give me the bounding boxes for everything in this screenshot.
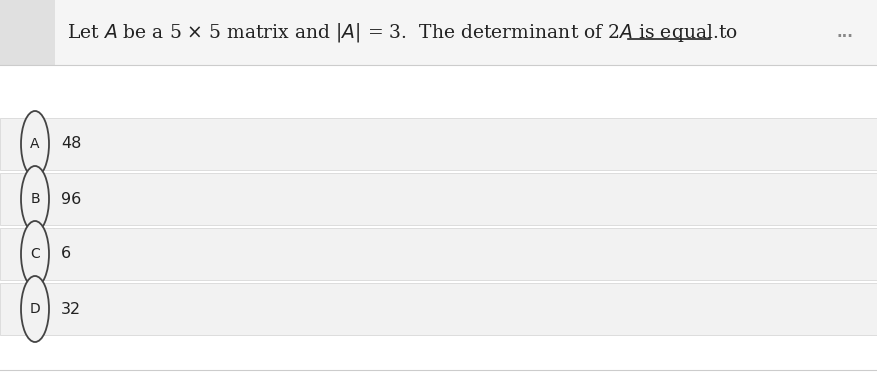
FancyBboxPatch shape [0,118,877,170]
Ellipse shape [21,166,49,232]
Text: A: A [30,137,39,151]
FancyBboxPatch shape [0,283,877,335]
Text: D: D [30,302,40,316]
Text: 48: 48 [61,137,82,151]
Text: 6: 6 [61,247,71,262]
Text: Let $\mathit{A}$ be a 5 $\times$ 5 matrix and $|\mathit{A}|$ = 3.  The determina: Let $\mathit{A}$ be a 5 $\times$ 5 matri… [67,21,738,44]
Text: B: B [30,192,39,206]
Text: C: C [30,247,39,261]
FancyBboxPatch shape [0,0,55,65]
Text: 96: 96 [61,192,82,206]
Ellipse shape [21,276,49,342]
Text: 32: 32 [61,301,82,317]
Text: .: . [712,23,718,42]
FancyBboxPatch shape [0,228,877,280]
Ellipse shape [21,221,49,287]
Text: ...: ... [837,25,853,40]
FancyBboxPatch shape [0,173,877,225]
Ellipse shape [21,111,49,177]
FancyBboxPatch shape [55,0,877,65]
